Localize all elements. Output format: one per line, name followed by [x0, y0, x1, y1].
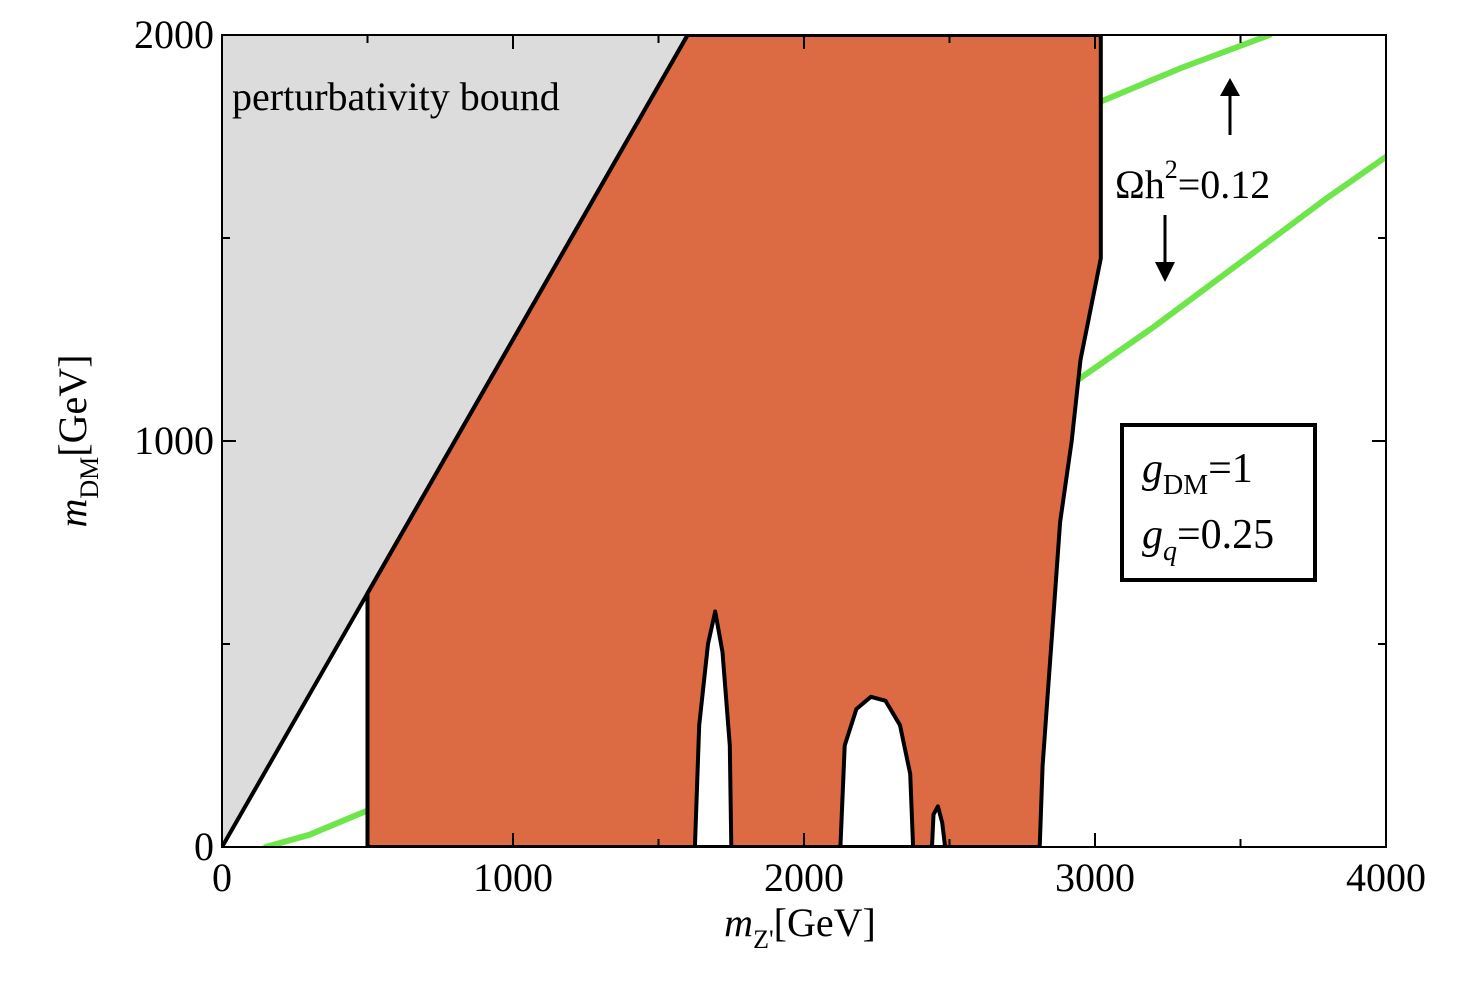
coupling-legend-box: gDM=1 gq=0.25 [1120, 423, 1317, 582]
x-tick-label: 2000 [764, 855, 844, 900]
up-arrow-icon [1220, 78, 1240, 135]
perturbativity-boundary-line [222, 35, 690, 847]
svg-text:gq=0.25: gq=0.25 [1142, 512, 1274, 567]
y-axis-label: mDM[GeV] [50, 355, 104, 528]
x-tick-label: 3000 [1055, 855, 1135, 900]
y-tick-label: 2000 [134, 12, 214, 57]
y-tick-label: 0 [194, 824, 214, 869]
axis-ticks [221, 34, 1387, 848]
relic-annotation: Ωh2=0.12 [1115, 78, 1270, 282]
x-tick-label: 4000 [1346, 855, 1426, 900]
x-axis-label: mZ'[GeV] [724, 900, 876, 954]
tick-labels: 0 1000 2000 3000 4000 0 1000 2000 [134, 12, 1426, 900]
x-tick-label: 1000 [473, 855, 553, 900]
excluded-region [365, 35, 1103, 847]
down-arrow-icon [1155, 215, 1175, 282]
y-tick-label: 1000 [134, 418, 214, 463]
perturbativity-label: perturbativity bound [232, 74, 560, 119]
svg-text:gDM=1: gDM=1 [1142, 446, 1253, 501]
svg-text:Ωh2=0.12: Ωh2=0.12 [1115, 155, 1270, 207]
x-tick-label: 0 [212, 855, 232, 900]
